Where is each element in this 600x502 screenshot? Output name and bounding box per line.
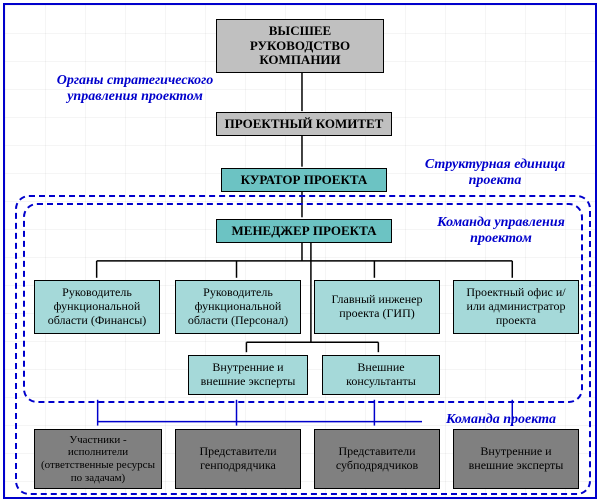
node-func-lead-hr: Руководитель функциональной области (Пер… bbox=[175, 280, 301, 334]
label-text: Органы стратегического управления проект… bbox=[57, 73, 214, 104]
diagram-frame: Органы стратегического управления проект… bbox=[3, 3, 597, 499]
label-text: Команда управления проектом bbox=[437, 215, 565, 246]
node-text: Представители субподрядчиков bbox=[319, 445, 435, 473]
label-text: Структурная единица проекта bbox=[425, 157, 565, 188]
node-text: ВЫСШЕЕ РУКОВОДСТВО КОМПАНИИ bbox=[221, 24, 379, 69]
node-func-lead-finance: Руководитель функциональной области (Фин… bbox=[34, 280, 160, 334]
label-management-team: Команда управления проектом bbox=[411, 215, 591, 247]
node-external-consultants: Внешние консультанты bbox=[322, 355, 440, 395]
node-experts-bottom: Внутренние и внешние эксперты bbox=[453, 429, 579, 489]
node-gen-contractor-reps: Представители генподрядчика bbox=[175, 429, 301, 489]
node-text: Проектный офис и/или администратор проек… bbox=[458, 286, 574, 327]
node-participants: Участники - исполнители (ответственные р… bbox=[34, 429, 162, 489]
node-text: Главный инженер проекта (ГИП) bbox=[319, 293, 435, 321]
node-text: КУРАТОР ПРОЕКТА bbox=[241, 173, 368, 188]
node-text: Руководитель функциональной области (Фин… bbox=[39, 286, 155, 327]
node-project-curator: КУРАТОР ПРОЕКТА bbox=[221, 168, 387, 192]
node-project-office: Проектный офис и/или администратор проек… bbox=[453, 280, 579, 334]
node-text: Представители генподрядчика bbox=[180, 445, 296, 473]
node-text: Внутренние и внешние эксперты bbox=[458, 445, 574, 473]
node-internal-external-experts: Внутренние и внешние эксперты bbox=[188, 355, 308, 395]
label-project-team: Команда проекта bbox=[431, 412, 571, 428]
label-text: Команда проекта bbox=[446, 412, 556, 427]
node-project-committee: ПРОЕКТНЫЙ КОМИТЕТ bbox=[216, 112, 392, 136]
node-text: Руководитель функциональной области (Пер… bbox=[180, 286, 296, 327]
label-structural-unit: Структурная единица проекта bbox=[405, 157, 585, 189]
node-text: ПРОЕКТНЫЙ КОМИТЕТ bbox=[225, 117, 384, 132]
node-sub-contractor-reps: Представители субподрядчиков bbox=[314, 429, 440, 489]
node-text: Участники - исполнители (ответственные р… bbox=[39, 434, 157, 485]
node-top-management: ВЫСШЕЕ РУКОВОДСТВО КОМПАНИИ bbox=[216, 19, 384, 73]
node-project-manager: МЕНЕДЖЕР ПРОЕКТА bbox=[216, 219, 392, 243]
node-text: Внутренние и внешние эксперты bbox=[193, 361, 303, 389]
node-text: МЕНЕДЖЕР ПРОЕКТА bbox=[232, 224, 377, 239]
node-text: Внешние консультанты bbox=[327, 361, 435, 389]
label-strategic-bodies: Органы стратегического управления проект… bbox=[35, 73, 235, 105]
node-chief-engineer: Главный инженер проекта (ГИП) bbox=[314, 280, 440, 334]
